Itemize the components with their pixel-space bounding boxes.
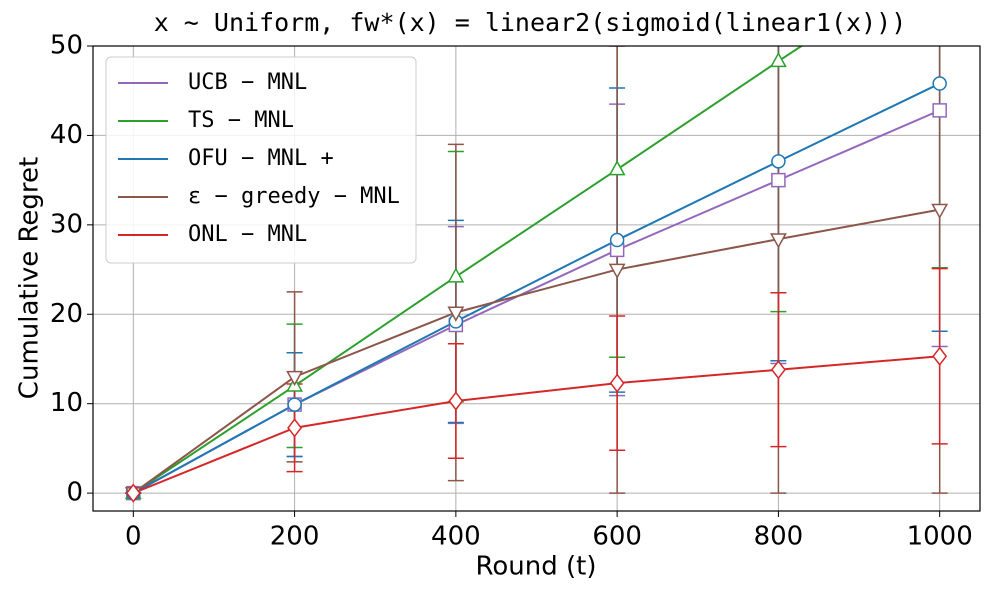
y-tick-label: 40 [50, 120, 83, 150]
marker [287, 418, 303, 438]
marker [769, 233, 787, 249]
x-tick-label: 400 [431, 522, 481, 552]
x-tick-label: 200 [270, 522, 320, 552]
x-tick-label: 0 [125, 522, 142, 552]
marker [771, 154, 786, 169]
x-tick-label: 600 [592, 522, 642, 552]
marker [287, 397, 302, 412]
legend-label: TS − MNL [188, 108, 294, 133]
marker [771, 172, 786, 188]
legend-label: OFU − MNL + [188, 146, 334, 171]
marker [609, 232, 625, 248]
marker [608, 263, 626, 279]
marker [932, 346, 948, 366]
y-axis-label: Cumulative Regret [15, 157, 45, 399]
x-tick-label: 1000 [907, 522, 973, 552]
x-axis-label: Round (t) [475, 552, 596, 582]
axes-frame [92, 45, 981, 512]
marker [608, 160, 626, 176]
y-tick-label: 10 [50, 388, 83, 418]
marker [609, 373, 625, 393]
series-line [132, 46, 804, 494]
legend-label: UCB − MNL [188, 70, 307, 95]
series-line [132, 82, 941, 494]
marker [932, 76, 947, 91]
marker [932, 103, 947, 118]
y-tick-label: 20 [50, 299, 83, 329]
marker [931, 203, 949, 220]
marker [125, 483, 141, 503]
x-tick-label: 800 [754, 522, 804, 552]
series-line [132, 355, 940, 495]
ticks: 0 200 400 600 800 1000 0 10 20 30 40 50 [50, 31, 973, 552]
legend-label: ONL − MNL [188, 222, 307, 247]
series-line [132, 208, 940, 494]
marker [448, 391, 464, 411]
plot-area [124, 46, 949, 503]
marker [770, 360, 786, 380]
marker [286, 370, 304, 387]
legend-label: ε − greedy − MNL [188, 184, 400, 209]
marker [447, 306, 465, 322]
y-tick-label: 0 [66, 478, 83, 508]
y-tick-label: 30 [50, 209, 83, 239]
y-tick-label: 50 [50, 31, 83, 61]
legend: UCB − MNL TS − MNL OFU − MNL + ε − greedy −… [105, 56, 417, 264]
chart-title: x ∼ Uniform, fw*(x) = linear2(sigmoid(li… [154, 8, 907, 37]
marker [769, 51, 787, 68]
legend-box [105, 56, 417, 264]
marker [447, 267, 465, 283]
